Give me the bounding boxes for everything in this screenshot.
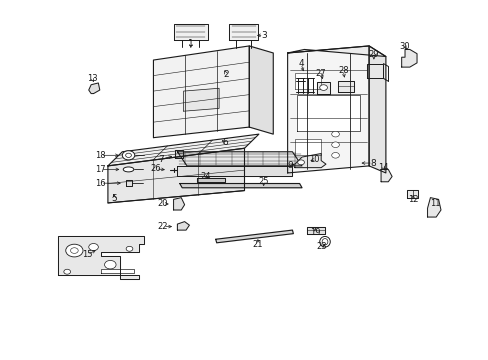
Polygon shape — [407, 190, 417, 198]
Polygon shape — [183, 88, 219, 111]
Circle shape — [331, 153, 339, 158]
Text: 7: 7 — [158, 155, 163, 164]
Text: 23: 23 — [316, 242, 327, 251]
Polygon shape — [306, 226, 325, 234]
Text: 10: 10 — [308, 155, 319, 164]
Text: 5: 5 — [111, 194, 117, 203]
Polygon shape — [58, 237, 143, 279]
Polygon shape — [294, 154, 325, 168]
Ellipse shape — [123, 167, 134, 172]
Polygon shape — [173, 198, 184, 210]
Text: 24: 24 — [200, 172, 210, 181]
Text: 26: 26 — [150, 164, 161, 173]
Text: 18: 18 — [95, 151, 106, 160]
Ellipse shape — [322, 239, 327, 245]
Polygon shape — [294, 73, 321, 89]
Text: 16: 16 — [95, 179, 106, 188]
Text: 22: 22 — [158, 222, 168, 231]
Polygon shape — [287, 46, 385, 57]
Circle shape — [70, 248, 78, 253]
Polygon shape — [380, 170, 391, 182]
Polygon shape — [287, 46, 368, 173]
Circle shape — [126, 246, 133, 251]
Polygon shape — [337, 81, 353, 92]
Circle shape — [331, 131, 339, 137]
Text: 20: 20 — [158, 199, 168, 208]
Polygon shape — [89, 83, 100, 94]
Polygon shape — [368, 46, 385, 173]
Text: 14: 14 — [377, 163, 388, 172]
Text: 17: 17 — [95, 165, 106, 174]
Polygon shape — [174, 24, 207, 40]
Polygon shape — [294, 139, 321, 155]
Polygon shape — [101, 269, 134, 274]
Text: 25: 25 — [258, 177, 268, 186]
Polygon shape — [177, 152, 302, 166]
Text: 4: 4 — [298, 59, 303, 68]
Polygon shape — [180, 184, 302, 188]
Text: 9: 9 — [286, 161, 292, 170]
Circle shape — [297, 160, 304, 165]
Circle shape — [125, 153, 131, 157]
Text: 8: 8 — [369, 158, 375, 167]
Polygon shape — [427, 198, 440, 217]
Polygon shape — [215, 230, 293, 243]
Polygon shape — [229, 24, 257, 40]
Polygon shape — [401, 49, 416, 67]
Circle shape — [104, 260, 116, 269]
Polygon shape — [249, 46, 273, 134]
Text: 30: 30 — [399, 42, 409, 51]
Text: 19: 19 — [309, 228, 320, 237]
Text: 1: 1 — [187, 39, 193, 48]
Polygon shape — [177, 166, 292, 176]
Polygon shape — [177, 222, 189, 230]
Text: 6: 6 — [222, 139, 228, 148]
Circle shape — [89, 243, 98, 251]
Circle shape — [65, 244, 83, 257]
Text: 27: 27 — [315, 69, 326, 78]
Text: 11: 11 — [429, 199, 440, 208]
Text: 2: 2 — [223, 70, 229, 79]
Polygon shape — [196, 178, 225, 182]
Ellipse shape — [319, 237, 329, 247]
Circle shape — [319, 85, 327, 90]
Text: 21: 21 — [252, 240, 263, 249]
Text: 12: 12 — [407, 195, 418, 204]
Text: 13: 13 — [86, 74, 97, 83]
Polygon shape — [366, 64, 383, 78]
Text: 29: 29 — [368, 50, 378, 59]
Text: 28: 28 — [337, 66, 348, 75]
Polygon shape — [108, 134, 258, 166]
Polygon shape — [108, 148, 244, 203]
Circle shape — [64, 269, 70, 274]
Polygon shape — [126, 180, 132, 186]
Circle shape — [122, 151, 135, 160]
Polygon shape — [153, 46, 249, 138]
Text: 15: 15 — [82, 250, 92, 259]
Polygon shape — [317, 82, 329, 94]
Circle shape — [331, 142, 339, 148]
Text: 3: 3 — [260, 31, 266, 40]
Polygon shape — [297, 95, 359, 131]
Polygon shape — [175, 150, 183, 158]
